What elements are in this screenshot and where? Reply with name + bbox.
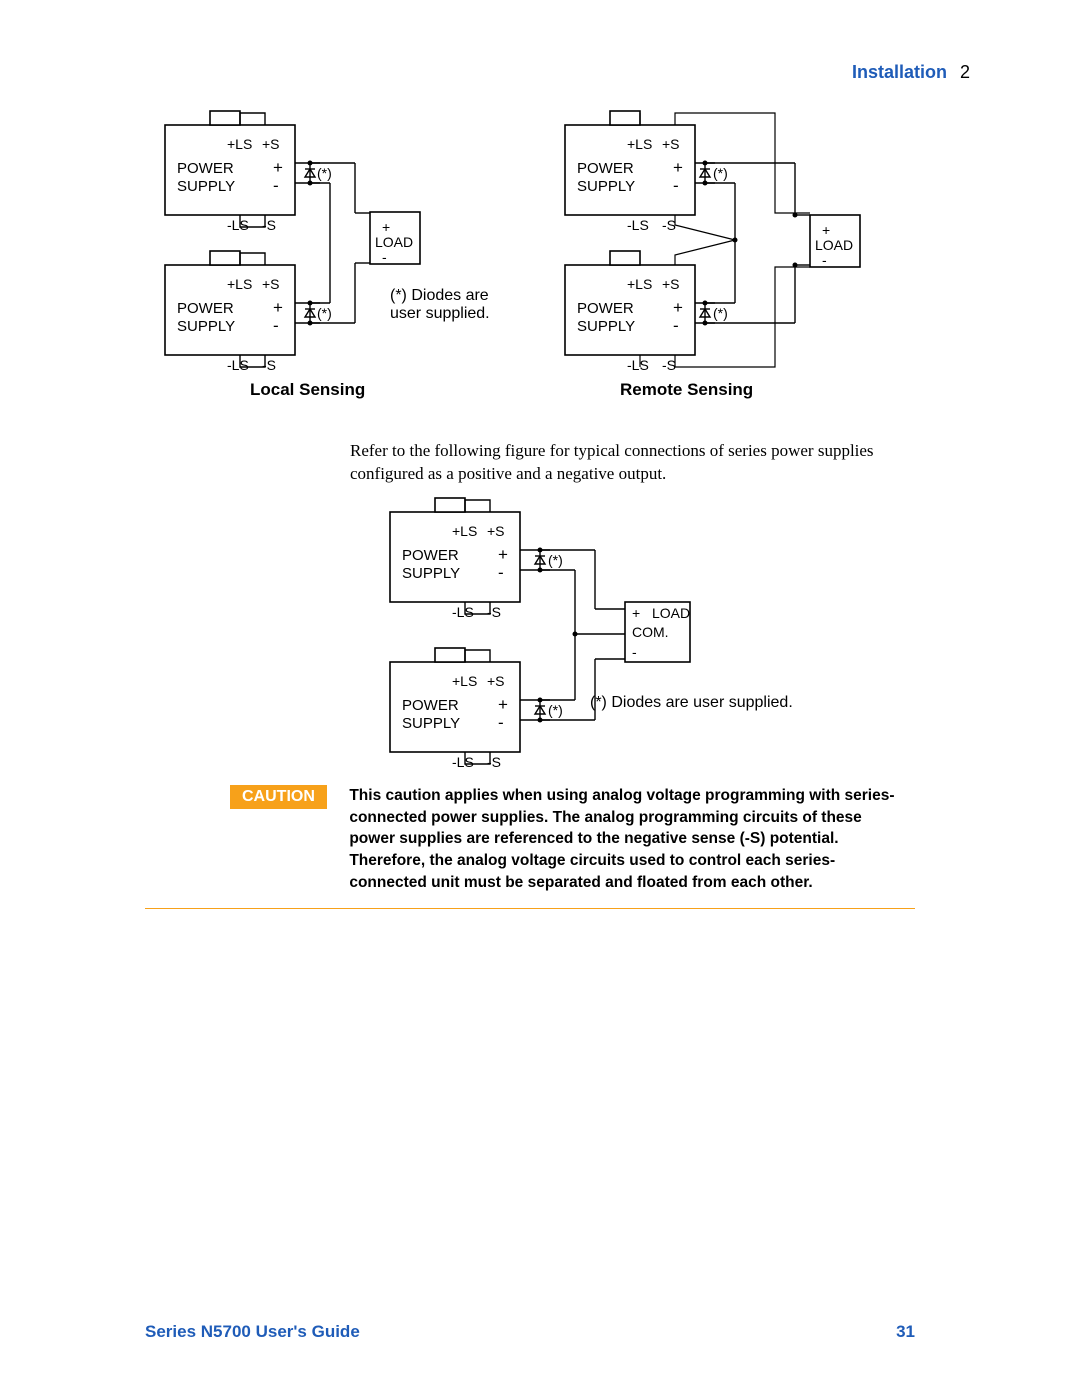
caption-local: Local Sensing <box>250 380 365 400</box>
top-diagrams: POWER SUPPLY +LS +S -LS -S + - + LOAD - … <box>155 105 905 405</box>
page-footer: Series N5700 User's Guide 31 <box>145 1322 915 1342</box>
svg-text:-: - <box>632 644 637 660</box>
svg-text:COM.: COM. <box>632 624 669 640</box>
local-remote-sensing-diagram: POWER SUPPLY +LS +S -LS -S + - + LOAD - … <box>155 105 915 380</box>
svg-text:(*) Diodes are user supplied.: (*) Diodes are user supplied. <box>590 694 793 711</box>
svg-text:+: + <box>632 605 640 621</box>
svg-text:LOAD: LOAD <box>652 605 690 621</box>
svg-text:(*): (*) <box>548 702 563 718</box>
header-chapter: 2 <box>960 62 970 82</box>
svg-text:(*): (*) <box>713 165 728 181</box>
divider <box>145 908 915 909</box>
caution-badge: CAUTION <box>230 785 327 809</box>
page-header: Installation 2 <box>852 62 970 83</box>
caution-block: CAUTION This caution applies when using … <box>230 785 930 893</box>
svg-text:user supplied.: user supplied. <box>390 305 490 322</box>
footer-title: Series N5700 User's Guide <box>145 1322 360 1341</box>
caption-remote: Remote Sensing <box>620 380 753 400</box>
header-section: Installation <box>852 62 947 82</box>
pos-neg-diagram: (*) (*) + LOAD COM. - (*) Diodes are use… <box>380 487 930 777</box>
paragraph: Refer to the following figure for typica… <box>350 440 910 486</box>
svg-text:(*) Diodes are: (*) Diodes are <box>390 287 489 304</box>
svg-text:(*): (*) <box>548 552 563 568</box>
svg-text:(*): (*) <box>713 305 728 321</box>
footer-page: 31 <box>896 1322 915 1342</box>
svg-text:(*): (*) <box>317 165 332 181</box>
caution-text: This caution applies when using analog v… <box>349 785 909 893</box>
svg-text:(*): (*) <box>317 305 332 321</box>
